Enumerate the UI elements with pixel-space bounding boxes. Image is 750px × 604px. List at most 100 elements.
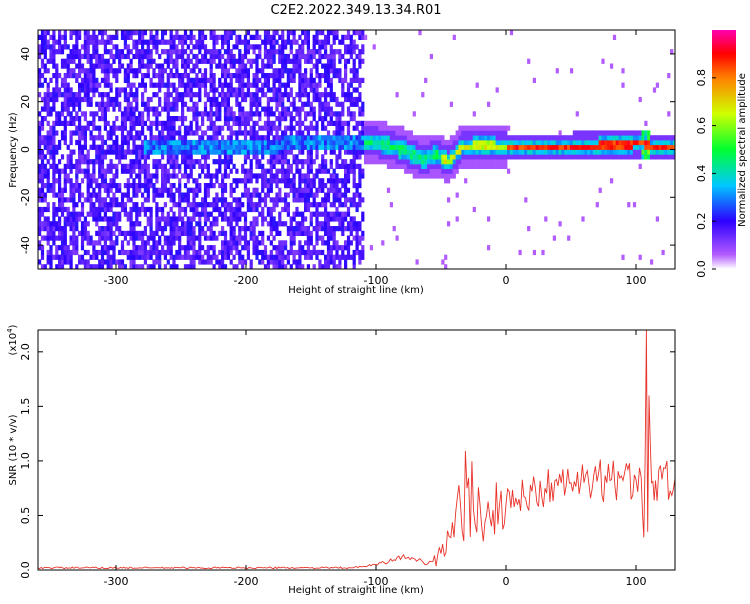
heatmap-cell	[341, 183, 345, 189]
heatmap-cell	[232, 116, 236, 122]
heatmap-cell	[418, 149, 422, 155]
heatmap-cell	[92, 92, 96, 98]
heatmap-cell	[109, 149, 113, 155]
heatmap-cell	[258, 139, 262, 146]
heatmap-cell	[92, 73, 96, 79]
heatmap-cell	[438, 154, 442, 160]
heatmap-cell	[489, 163, 494, 169]
heatmap-cell	[326, 211, 331, 217]
heatmap-cell	[381, 120, 385, 126]
heatmap-cell	[126, 139, 130, 146]
heatmap-cell	[281, 154, 285, 160]
heatmap-cell	[243, 245, 248, 251]
heatmap-cell	[69, 130, 73, 136]
heatmap-cell	[592, 130, 596, 136]
heatmap-cell	[212, 183, 216, 189]
heatmap-cell	[209, 101, 213, 107]
heatmap-cell	[106, 58, 110, 64]
heatmap-cell	[181, 34, 185, 40]
heatmap-cell	[630, 135, 634, 141]
heatmap-cell	[578, 149, 582, 155]
heatmap-cell	[292, 116, 296, 122]
heatmap-cell	[120, 87, 125, 93]
heatmap-cell	[295, 68, 299, 74]
heatmap-cell	[289, 139, 293, 146]
heatmap-cell	[235, 77, 239, 83]
heatmap-cell	[78, 230, 82, 236]
heatmap-cell	[235, 197, 239, 203]
heatmap-cell	[212, 130, 216, 136]
heatmap-cell	[55, 120, 59, 126]
heatmap-cell	[126, 183, 130, 189]
heatmap-cell	[38, 49, 42, 55]
heatmap-cell	[301, 230, 305, 236]
heatmap-cell	[221, 226, 225, 232]
heatmap-cell	[306, 139, 310, 146]
heatmap-cell	[444, 163, 448, 169]
heatmap-cell	[281, 259, 285, 265]
heatmap-cell	[284, 68, 288, 74]
heatmap-cell	[452, 34, 456, 40]
heatmap-cell	[386, 130, 391, 136]
heatmap-cell	[218, 159, 222, 165]
heatmap-cell	[335, 216, 339, 222]
heatmap-cell	[341, 216, 345, 222]
heatmap-cell	[295, 168, 299, 174]
heatmap-cell	[189, 106, 193, 112]
heatmap-cell	[215, 116, 219, 122]
heatmap-cell	[461, 125, 465, 131]
heatmap-cell	[143, 144, 147, 150]
heatmap-cell	[461, 144, 465, 150]
heatmap-cell	[235, 149, 239, 155]
heatmap-cell	[126, 187, 130, 193]
heatmap-cell	[46, 159, 50, 165]
heatmap-cell	[335, 135, 339, 141]
heatmap-cell	[98, 197, 102, 203]
heatmap-cell	[301, 144, 305, 150]
heatmap-cell	[415, 259, 419, 265]
heatmap-cell	[169, 49, 173, 55]
heatmap-cell	[269, 63, 273, 69]
heatmap-cell	[166, 130, 170, 136]
heatmap-cell	[255, 130, 259, 136]
heatmap-cell	[458, 135, 462, 141]
heatmap-cell	[235, 58, 239, 64]
heatmap-cell	[166, 249, 170, 256]
heatmap-cell	[135, 30, 139, 36]
heatmap-cell	[192, 77, 196, 83]
heatmap-cell	[295, 259, 299, 265]
heatmap-cell	[610, 178, 614, 184]
heatmap-cell	[203, 111, 208, 117]
heatmap-cell	[269, 163, 273, 169]
heatmap-cell	[447, 168, 451, 174]
heatmap-cell	[63, 235, 67, 241]
heatmap-cell	[126, 216, 130, 222]
heatmap-cell	[89, 197, 93, 203]
heatmap-cell	[215, 206, 219, 213]
heatmap-cell	[438, 163, 442, 169]
heatmap-cell	[100, 149, 105, 155]
heatmap-cell	[186, 125, 190, 131]
heatmap-cell	[592, 149, 596, 155]
heatmap-cell	[295, 139, 299, 146]
heatmap-cell	[215, 135, 219, 141]
heatmap-cell	[63, 206, 67, 213]
heatmap-cell	[398, 149, 402, 155]
heatmap-cell	[421, 154, 425, 160]
heatmap-cell	[432, 149, 436, 155]
heatmap-cell	[75, 168, 79, 174]
heatmap-cell	[332, 245, 336, 251]
heatmap-cell	[421, 92, 425, 98]
heatmap-cell	[358, 49, 362, 55]
heatmap-cell	[206, 249, 210, 256]
heatmap-cell	[378, 159, 382, 165]
heatmap-cell	[129, 63, 133, 69]
heatmap-cell	[80, 77, 85, 83]
heatmap-cell	[115, 154, 119, 160]
heatmap-cell	[644, 154, 648, 160]
heatmap-cell	[100, 245, 105, 251]
heatmap-cell	[412, 173, 416, 179]
heatmap-cell	[52, 101, 56, 107]
heatmap-cell	[115, 173, 119, 179]
heatmap-cell	[344, 226, 348, 232]
